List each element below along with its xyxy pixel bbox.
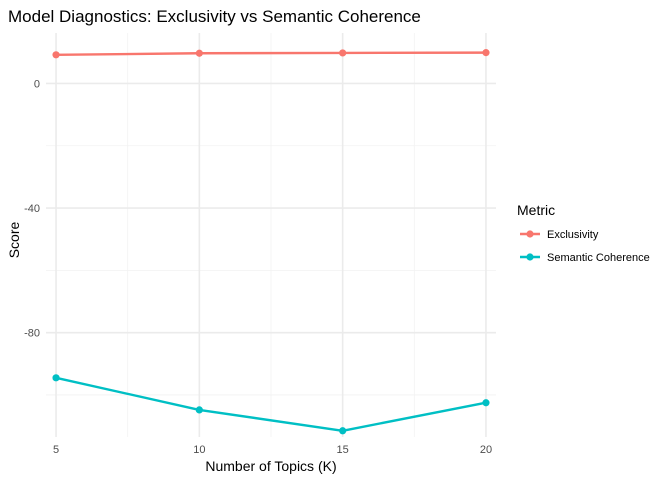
x-tick-label: 5 [53,444,59,456]
grid-minor [46,33,496,437]
y-tick-label: -40 [24,203,40,215]
x-tick-label: 20 [480,444,492,456]
legend-title: Metric [517,202,555,218]
data-point-semantic-coherence [482,399,490,407]
chart-title: Model Diagnostics: Exclusivity vs Semant… [8,7,421,26]
legend-key-point-semantic-coherence [526,253,534,261]
legend-label-exclusivity: Exclusivity [547,229,599,241]
data-point-exclusivity [195,49,203,57]
y-tick-label: -80 [24,328,40,340]
y-tick-labels: 0 -40 -80 [24,78,40,339]
y-tick-label: 0 [34,78,40,90]
x-axis-title: Number of Topics (K) [205,458,336,474]
data-point-exclusivity [482,49,490,57]
legend: Metric Exclusivity Semantic Coherence [517,202,650,264]
y-axis-title: Score [6,222,22,259]
data-point-exclusivity [339,49,347,57]
legend-label-semantic-coherence: Semantic Coherence [547,252,650,264]
x-tick-label: 15 [337,444,349,456]
x-tick-labels: 5 10 15 20 [53,444,492,456]
data-point-semantic-coherence [52,374,60,382]
legend-key-point-exclusivity [526,230,534,238]
x-tick-label: 10 [193,444,205,456]
series-line-exclusivity [56,51,486,57]
grid-major [46,33,496,437]
series-line-semantic-coherence [55,376,487,432]
series-layer [52,49,490,435]
data-point-semantic-coherence [339,427,347,435]
data-point-semantic-coherence [195,406,203,414]
data-point-exclusivity [52,51,60,59]
